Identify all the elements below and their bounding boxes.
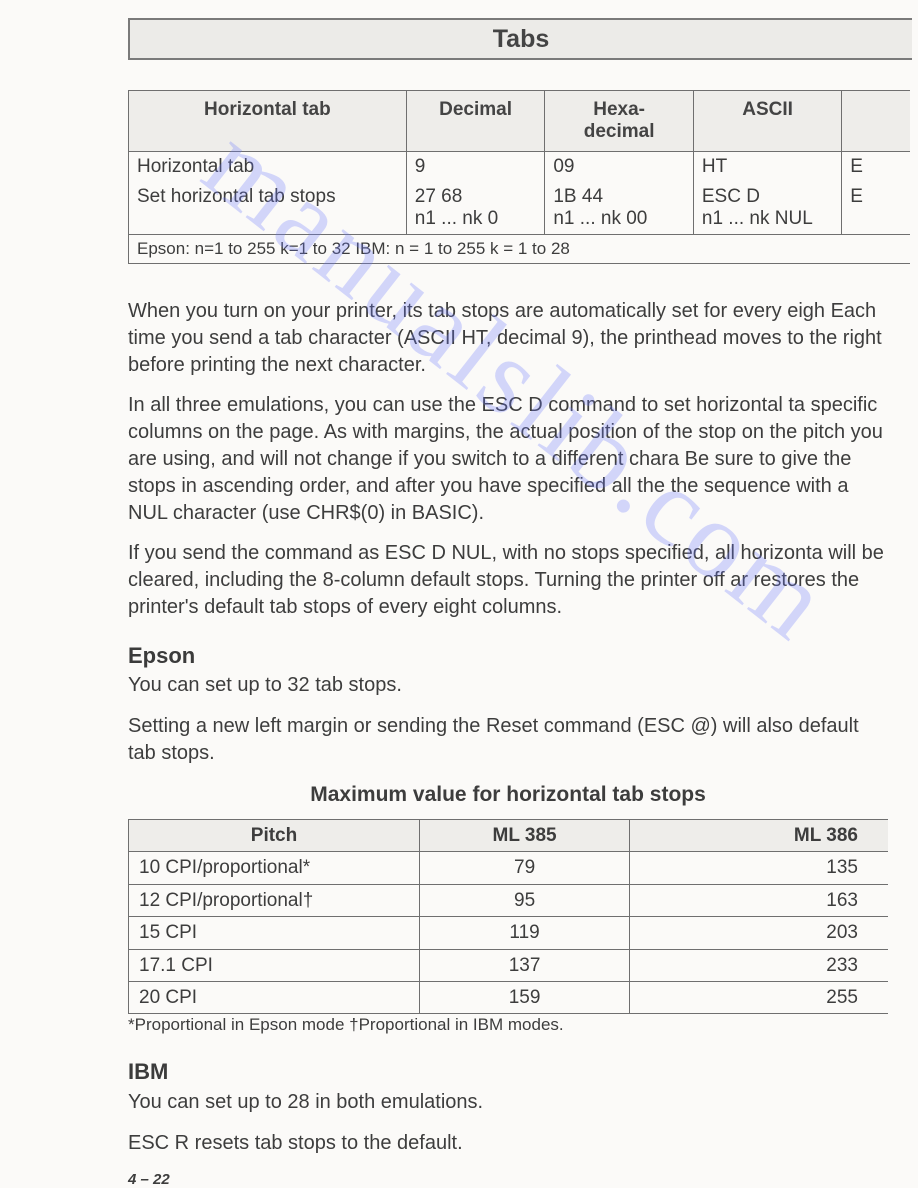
t1-h3: ASCII (693, 91, 841, 152)
t2-r3c2: 233 (630, 949, 888, 981)
t1-r1c1: 27 68 n1 ... nk 0 (406, 182, 545, 235)
t2-r0c2: 135 (630, 852, 888, 884)
paragraph: ESC R resets tab stops to the default. (128, 1130, 888, 1157)
table-row: 15 CPI 119 203 (129, 917, 889, 949)
t2-r4c0: 20 CPI (129, 982, 420, 1014)
paragraph: You can set up to 32 tab stops. (128, 672, 888, 699)
t2-r3c1: 137 (420, 949, 630, 981)
table-caption: Maximum value for horizontal tab stops (128, 781, 888, 809)
table-row: 17.1 CPI 137 233 (129, 949, 889, 981)
t1-r1c0: Set horizontal tab stops (129, 182, 407, 235)
heading-epson: Epson (128, 641, 888, 670)
table-row: 10 CPI/proportional* 79 135 (129, 852, 889, 884)
t2-r1c1: 95 (420, 884, 630, 916)
tabs-codes-table: Horizontal tab Decimal Hexa- decimal ASC… (128, 90, 910, 264)
t2-r4c1: 159 (420, 982, 630, 1014)
t2-r1c0: 12 CPI/proportional† (129, 884, 420, 916)
t2-r4c2: 255 (630, 982, 888, 1014)
t1-r0c0: Horizontal tab (129, 152, 407, 183)
paragraph: Setting a new left margin or sending the… (128, 713, 888, 767)
paragraph: When you turn on your printer, its tab s… (128, 298, 888, 378)
t2-r3c0: 17.1 CPI (129, 949, 420, 981)
t2-h2: ML 386 (630, 819, 888, 851)
document-page: manualslib.com Tabs Horizontal tab Decim… (0, 0, 918, 1188)
t1-r1c3: ESC D n1 ... nk NUL (693, 182, 841, 235)
t1-r0c4: E (842, 152, 910, 183)
t1-r0c3: HT (693, 152, 841, 183)
body-content: When you turn on your printer, its tab s… (128, 298, 888, 1188)
paragraph: If you send the command as ESC D NUL, wi… (128, 540, 888, 620)
t2-r0c0: 10 CPI/proportional* (129, 852, 420, 884)
t1-r0c2: 09 (545, 152, 694, 183)
table-footnote-row: Epson: n=1 to 255 k=1 to 32 IBM: n = 1 t… (129, 235, 911, 264)
t1-h4 (842, 91, 910, 152)
t2-r0c1: 79 (420, 852, 630, 884)
t1-foot: Epson: n=1 to 255 k=1 to 32 IBM: n = 1 t… (129, 235, 911, 264)
t1-h0: Horizontal tab (129, 91, 407, 152)
table-note: *Proportional in Epson mode †Proportiona… (128, 1014, 888, 1037)
t2-h0: Pitch (129, 819, 420, 851)
t2-r1c2: 163 (630, 884, 888, 916)
t1-r0c1: 9 (406, 152, 545, 183)
section-title-bar: Tabs (128, 18, 912, 60)
table-row: 20 CPI 159 255 (129, 982, 889, 1014)
t1-r1c2: 1B 44 n1 ... nk 00 (545, 182, 694, 235)
table-row: 12 CPI/proportional† 95 163 (129, 884, 889, 916)
page-number: 4 – 22 (128, 1170, 888, 1188)
table-row: Horizontal tab 9 09 HT E (129, 152, 911, 183)
t2-r2c2: 203 (630, 917, 888, 949)
t2-r2c0: 15 CPI (129, 917, 420, 949)
t1-h1: Decimal (406, 91, 545, 152)
max-values-table: Pitch ML 385 ML 386 10 CPI/proportional*… (128, 819, 888, 1015)
t2-h1: ML 385 (420, 819, 630, 851)
heading-ibm: IBM (128, 1057, 888, 1086)
paragraph: In all three emulations, you can use the… (128, 392, 888, 526)
t1-r1c4: E (842, 182, 910, 235)
table-row: Set horizontal tab stops 27 68 n1 ... nk… (129, 182, 911, 235)
section-title: Tabs (493, 25, 550, 54)
t1-h2: Hexa- decimal (545, 91, 694, 152)
t2-r2c1: 119 (420, 917, 630, 949)
paragraph: You can set up to 28 in both emulations. (128, 1089, 888, 1116)
